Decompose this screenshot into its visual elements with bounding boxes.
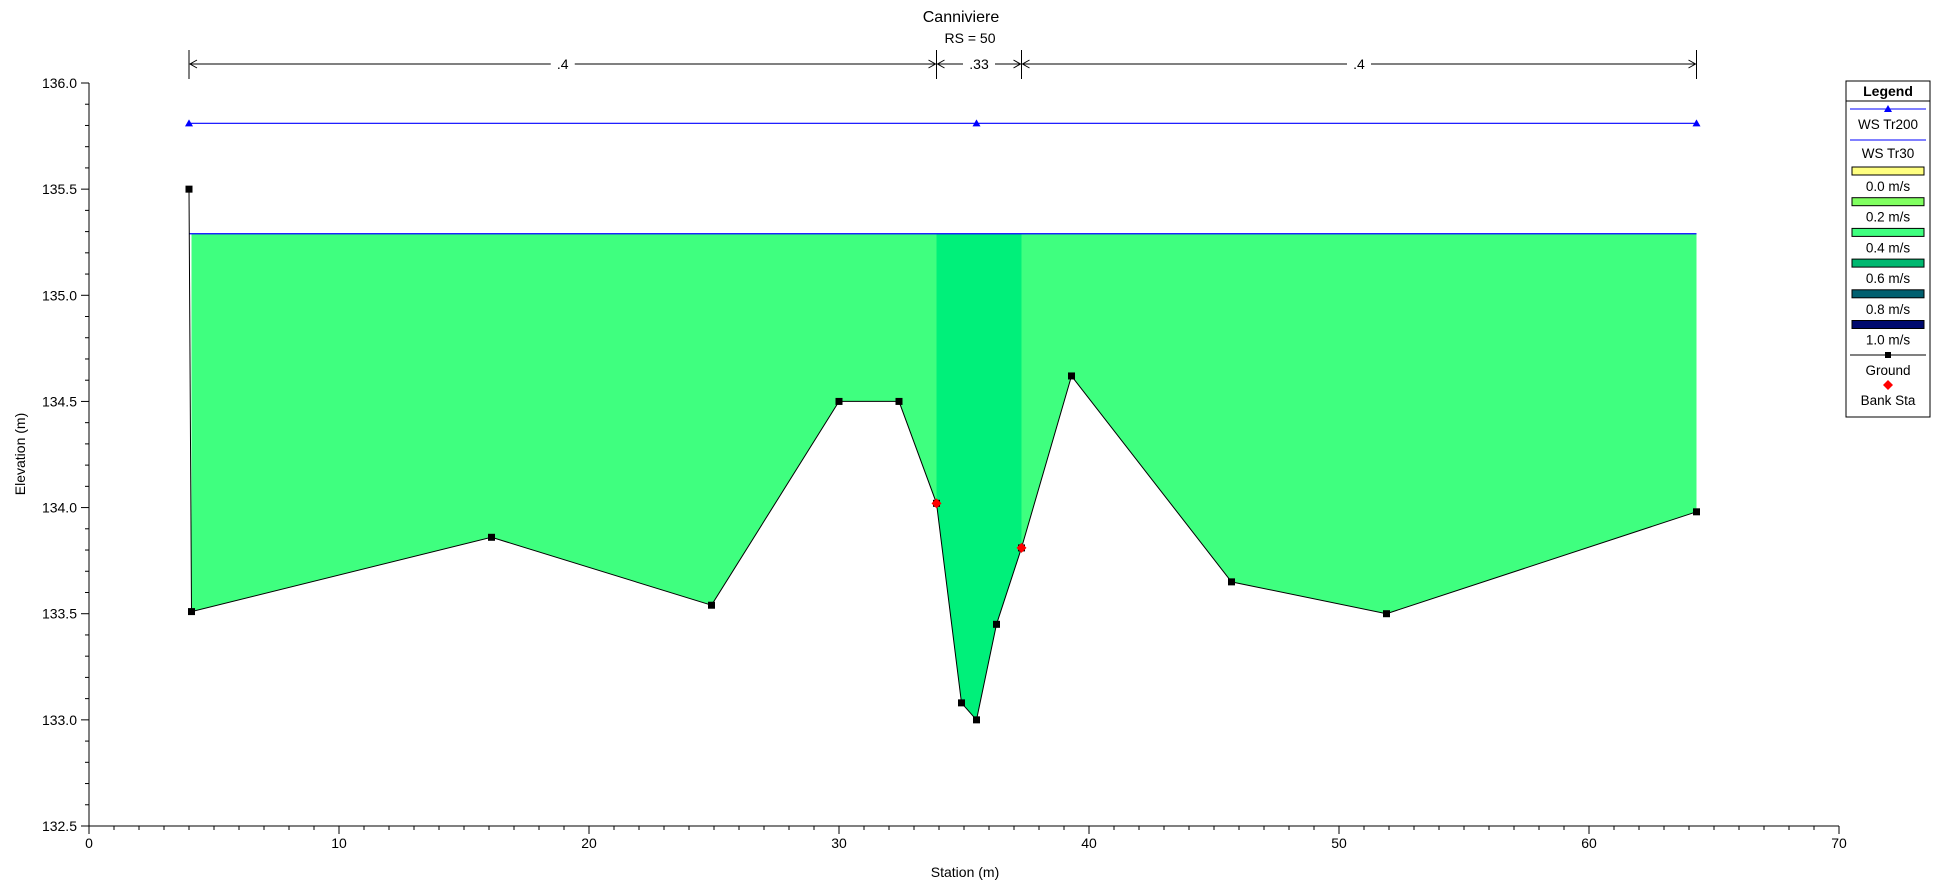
- x-tick-label-4: 30: [831, 835, 847, 851]
- manning-arrow-left-2: [936, 59, 945, 69]
- velocity-fill-2: [936, 233, 1022, 720]
- legend-entries: WS Tr200 WS Tr30 0.0 m/s 0.2 m/s 0.4 m/s 0.6 …: [1850, 105, 1926, 408]
- velocity-fill-layer: [191, 233, 1697, 720]
- bank-station-1: [931, 498, 942, 509]
- legend-label-6: 0.6 m/s: [1866, 271, 1911, 286]
- ground-point-14: [1383, 610, 1390, 618]
- y-tick-label-3: 133.5: [42, 606, 77, 622]
- ws-marker-1-2: [972, 119, 981, 127]
- ground-point-5: [835, 397, 843, 405]
- ground-point-12: [1068, 372, 1075, 380]
- y-tick-label-8: 136.0: [42, 75, 77, 91]
- manning-label-1: .4: [557, 56, 569, 72]
- legend-symbol-6: [1851, 258, 1925, 268]
- ws-marker-1-3: [1692, 119, 1701, 127]
- manning-arrow-right-1: [928, 59, 937, 69]
- legend-label-10: Bank Sta: [1861, 393, 1916, 408]
- manning-label-2: .33: [969, 56, 989, 72]
- x-tick-label-8: 70: [1831, 835, 1847, 851]
- ground-point-1: [185, 185, 193, 193]
- y-tick-label-1: 132.5: [42, 818, 77, 834]
- ground-point-13: [1228, 578, 1235, 586]
- legend-box: [1845, 80, 1931, 418]
- legend-title: Legend: [1863, 83, 1913, 99]
- ground-point-15: [1693, 508, 1700, 516]
- legend-label-5: 0.4 m/s: [1866, 240, 1911, 255]
- legend-label-9: Ground: [1865, 363, 1910, 378]
- manning-label-3: .4: [1353, 56, 1365, 72]
- x-tick-label-2: 10: [331, 835, 347, 851]
- velocity-fill-1: [191, 233, 937, 612]
- chart-subtitle: RS = 50: [945, 30, 996, 46]
- y-ticks: 132.5 133.0 133.5 134.0 134.5 135.0 135.5 136.0: [42, 75, 89, 834]
- legend-label-8: 1.0 m/s: [1866, 333, 1911, 348]
- x-tick-label-5: 40: [1081, 835, 1097, 851]
- ground-point-10: [993, 620, 1000, 628]
- x-axis-label: Station (m): [931, 864, 999, 880]
- legend-symbol-4: [1851, 197, 1925, 207]
- ground-point-4: [708, 601, 715, 609]
- x-tick-label-3: 20: [581, 835, 597, 851]
- ground-point-3: [488, 533, 495, 541]
- legend-symbol-7: [1851, 289, 1925, 299]
- y-axis-label: Elevation (m): [12, 413, 28, 495]
- ground-point-6: [895, 397, 903, 405]
- legend-label-2: WS Tr30: [1862, 146, 1915, 161]
- legend-symbol-8: [1851, 320, 1925, 329]
- y-tick-label-5: 134.5: [42, 393, 77, 409]
- y-tick-label-6: 135.0: [42, 287, 77, 303]
- legend-symbol-9-marker: [1885, 352, 1891, 358]
- ground-point-8: [958, 699, 965, 707]
- chart-title: Canniviere: [923, 9, 1000, 26]
- y-tick-label-7: 135.5: [42, 181, 77, 197]
- legend-symbol-3: [1851, 166, 1925, 176]
- y-tick-label-2: 133.0: [42, 712, 77, 728]
- y-tick-label-4: 134.0: [42, 500, 77, 516]
- axes: 0 10 20 30 40 50 60 70 132.5 133.0 133.5 134.0 134.…: [42, 75, 1847, 851]
- legend-label-4: 0.2 m/s: [1866, 210, 1911, 225]
- legend-label-1: WS Tr200: [1858, 117, 1918, 132]
- ground-point-2: [188, 608, 195, 616]
- x-tick-label-6: 50: [1331, 835, 1347, 851]
- ws-marker-1-1: [185, 119, 193, 127]
- ground-point-9: [973, 716, 980, 724]
- manning-arrow-right-3: [1688, 59, 1697, 69]
- manning-arrow-left-1: [188, 59, 198, 69]
- x-ticks: 0 10 20 30 40 50 60 70: [85, 826, 1847, 851]
- legend-label-3: 0.0 m/s: [1866, 179, 1911, 194]
- water-surface-layer: [185, 119, 1701, 235]
- manning-arrow-right-2: [1013, 59, 1022, 69]
- x-tick-label-7: 60: [1581, 835, 1597, 851]
- x-tick-label-1: 0: [85, 835, 93, 851]
- legend-label-7: 0.8 m/s: [1866, 302, 1911, 317]
- manning-arrow-left-3: [1021, 59, 1030, 69]
- legend: Legend WS Tr200 WS Tr30 0.0 m/s 0.2 m/s 0.4 …: [1845, 80, 1931, 418]
- velocity-fill-3: [1021, 233, 1697, 614]
- legend-symbol-1-marker: [1884, 105, 1892, 112]
- manning-n-layer: .4 .33 .4: [188, 50, 1697, 79]
- legend-symbol-5: [1851, 227, 1925, 237]
- bank-station-2: [1016, 542, 1027, 553]
- legend-symbol-10: [1883, 380, 1893, 390]
- ground-layer: [185, 185, 1700, 724]
